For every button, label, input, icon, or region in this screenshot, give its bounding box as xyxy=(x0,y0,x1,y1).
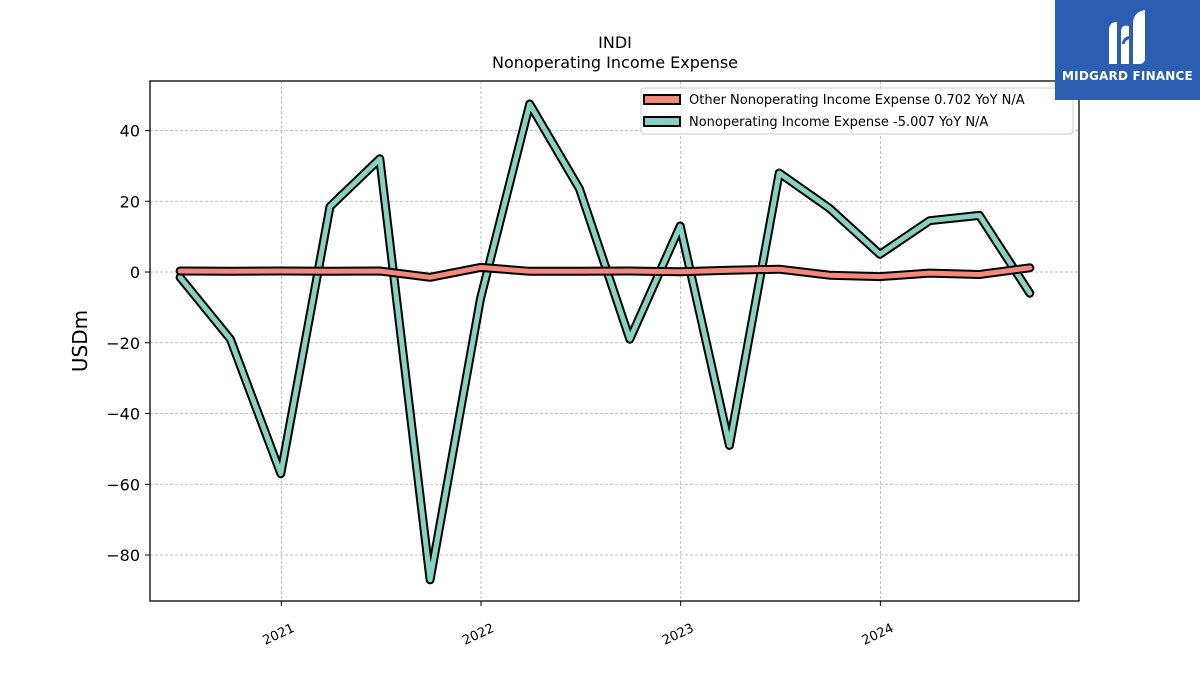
data-point-other-nonoperating-income-expense xyxy=(1029,267,1031,269)
data-point-other-nonoperating-income-expense xyxy=(529,270,531,272)
y-axis-label: USDm xyxy=(68,310,92,372)
grid xyxy=(150,81,1079,601)
y-tick-label: −60 xyxy=(106,475,140,494)
data-point-other-nonoperating-income-expense xyxy=(978,274,980,275)
data-point-other-nonoperating-income-expense xyxy=(829,274,830,276)
data-point-other-nonoperating-income-expense xyxy=(929,272,931,274)
y-tick-label: −20 xyxy=(106,334,140,353)
x-tick-label: 2021 xyxy=(261,621,297,649)
data-point-nonoperating-income-expense xyxy=(280,473,282,475)
legend-box xyxy=(640,87,1074,135)
chart-subtitle: Nonoperating Income Expense xyxy=(492,53,738,72)
data-point-nonoperating-income-expense xyxy=(829,207,830,209)
data-point-nonoperating-income-expense xyxy=(579,188,580,190)
data-point-nonoperating-income-expense xyxy=(480,298,481,300)
data-point-nonoperating-income-expense xyxy=(429,579,431,581)
series-line-other-nonoperating-income-expense xyxy=(177,264,1033,280)
data-point-other-nonoperating-income-expense xyxy=(280,270,282,272)
data-point-other-nonoperating-income-expense xyxy=(778,268,780,270)
data-point-nonoperating-income-expense xyxy=(379,158,381,160)
y-tick-label: 20 xyxy=(120,192,140,211)
legend-label-nonoperating: Nonoperating Income Expense -5.007 YoY N… xyxy=(689,115,988,130)
chart-title: INDI xyxy=(598,33,632,52)
data-point-nonoperating-income-expense xyxy=(1029,292,1031,294)
legend: Other Nonoperating Income Expense 0.702 … xyxy=(640,87,1074,135)
data-point-other-nonoperating-income-expense xyxy=(728,269,730,271)
data-point-nonoperating-income-expense xyxy=(778,172,780,174)
y-tick-label: −40 xyxy=(106,405,140,424)
y-tick-label: 0 xyxy=(130,263,140,282)
x-tick-label: 2024 xyxy=(860,621,896,649)
data-point-nonoperating-income-expense xyxy=(629,338,631,340)
data-point-nonoperating-income-expense xyxy=(229,338,231,340)
x-tick-label: 2022 xyxy=(460,621,496,649)
legend-swatch-other-nonoperating xyxy=(643,94,681,105)
data-point-other-nonoperating-income-expense xyxy=(429,276,431,278)
data-point-other-nonoperating-income-expense xyxy=(229,270,231,272)
data-point-other-nonoperating-income-expense xyxy=(579,270,580,272)
legend-label-other-nonoperating: Other Nonoperating Income Expense 0.702 … xyxy=(689,93,1025,108)
data-point-nonoperating-income-expense xyxy=(329,206,331,208)
data-point-nonoperating-income-expense xyxy=(679,225,681,227)
data-point-nonoperating-income-expense xyxy=(179,276,181,278)
data-point-other-nonoperating-income-expense xyxy=(629,270,631,272)
data-point-nonoperating-income-expense xyxy=(978,214,980,216)
data-point-other-nonoperating-income-expense xyxy=(379,270,381,272)
data-point-other-nonoperating-income-expense xyxy=(329,270,331,272)
y-tick-label: −80 xyxy=(106,546,140,565)
data-point-other-nonoperating-income-expense xyxy=(179,270,181,272)
data-point-nonoperating-income-expense xyxy=(879,253,881,255)
logo-mark-icon xyxy=(1109,10,1145,65)
data-point-nonoperating-income-expense xyxy=(529,103,531,105)
series-line-nonoperating-income-expense xyxy=(177,101,1033,583)
plot-frame xyxy=(149,80,1080,602)
x-tick-label: 2023 xyxy=(660,621,696,649)
legend-swatch-nonoperating xyxy=(643,116,681,127)
data-point-other-nonoperating-income-expense xyxy=(879,276,881,278)
data-point-nonoperating-income-expense xyxy=(929,220,931,222)
data-point-other-nonoperating-income-expense xyxy=(480,266,481,268)
data-point-other-nonoperating-income-expense xyxy=(679,271,681,273)
series-layer xyxy=(175,99,1035,585)
logo-text: MIDGARD FINANCE xyxy=(1062,69,1193,83)
brand-logo: MIDGARD FINANCE xyxy=(1055,0,1200,100)
data-point-nonoperating-income-expense xyxy=(728,444,730,446)
y-tick-label: 40 xyxy=(120,122,140,141)
